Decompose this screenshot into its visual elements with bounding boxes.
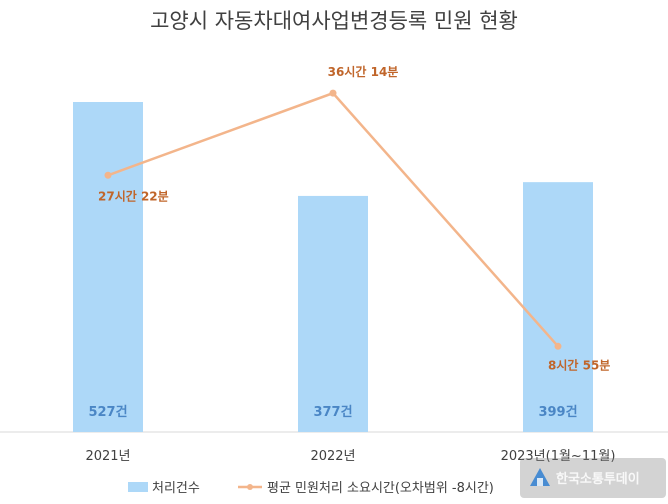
bar-data-label-2: 377건	[313, 404, 352, 420]
x-tick-label-2: 2022년	[310, 449, 355, 464]
legend-bar-label: 처리건수	[152, 481, 200, 496]
line-point-3	[554, 342, 562, 350]
chart-title: 고양시 자동차대여사업변경등록 민원 현황	[150, 9, 518, 33]
bar-3	[523, 182, 593, 432]
watermark-background	[520, 458, 666, 498]
bar-data-label-1: 527건	[88, 404, 127, 420]
home-logo-door	[537, 478, 543, 486]
line-data-label-1: 27시간 22분	[98, 188, 169, 203]
legend-bar-swatch	[128, 482, 148, 492]
watermark: 한국소통투데이	[520, 458, 666, 498]
bar-2	[298, 195, 368, 432]
legend: 처리건수 평균 민원처리 소요시간(오차범위 -8시간)	[128, 481, 494, 496]
plot-area: 527건 377건 399건 2021년 2022년 2023년(1월~11월) 27시간 …	[0, 64, 668, 464]
line-point-2	[329, 89, 337, 97]
home-logo-icon	[530, 468, 550, 486]
line-data-label-2: 36시간 14분	[328, 64, 399, 79]
legend-line-label: 평균 민원처리 소요시간(오차범위 -8시간)	[267, 481, 494, 496]
x-tick-label-3: 2023년(1월~11월)	[501, 449, 616, 464]
legend-line-marker	[247, 484, 253, 490]
bar-1	[73, 102, 143, 432]
watermark-text: 한국소통투데이	[556, 471, 640, 487]
x-tick-label-1: 2021년	[85, 449, 130, 464]
bar-data-label-3: 399건	[538, 404, 577, 420]
line-data-label-3: 8시간 55분	[548, 357, 610, 372]
line-point-1	[104, 171, 112, 179]
